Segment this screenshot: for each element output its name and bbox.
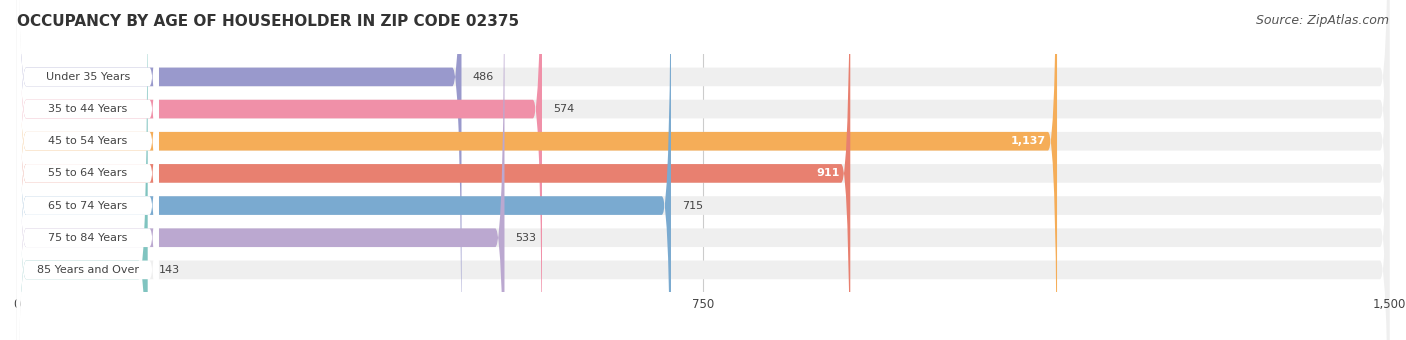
- Text: 574: 574: [553, 104, 574, 114]
- Text: 75 to 84 Years: 75 to 84 Years: [48, 233, 128, 243]
- FancyBboxPatch shape: [17, 0, 159, 340]
- FancyBboxPatch shape: [17, 0, 159, 340]
- FancyBboxPatch shape: [17, 0, 1389, 340]
- FancyBboxPatch shape: [17, 0, 461, 340]
- Text: 35 to 44 Years: 35 to 44 Years: [48, 104, 128, 114]
- Text: 911: 911: [815, 168, 839, 179]
- Text: Source: ZipAtlas.com: Source: ZipAtlas.com: [1256, 14, 1389, 27]
- FancyBboxPatch shape: [17, 0, 1389, 340]
- FancyBboxPatch shape: [17, 0, 159, 340]
- Text: 143: 143: [159, 265, 180, 275]
- Text: OCCUPANCY BY AGE OF HOUSEHOLDER IN ZIP CODE 02375: OCCUPANCY BY AGE OF HOUSEHOLDER IN ZIP C…: [17, 14, 519, 29]
- FancyBboxPatch shape: [17, 0, 159, 340]
- FancyBboxPatch shape: [17, 0, 1389, 340]
- FancyBboxPatch shape: [17, 0, 1389, 340]
- Text: 533: 533: [516, 233, 537, 243]
- FancyBboxPatch shape: [17, 0, 159, 340]
- FancyBboxPatch shape: [17, 0, 505, 340]
- FancyBboxPatch shape: [17, 0, 1057, 340]
- FancyBboxPatch shape: [17, 0, 671, 340]
- Text: Under 35 Years: Under 35 Years: [45, 72, 129, 82]
- Text: 85 Years and Over: 85 Years and Over: [37, 265, 139, 275]
- FancyBboxPatch shape: [17, 0, 148, 340]
- Text: 65 to 74 Years: 65 to 74 Years: [48, 201, 128, 210]
- FancyBboxPatch shape: [17, 0, 159, 340]
- FancyBboxPatch shape: [17, 0, 851, 340]
- FancyBboxPatch shape: [17, 0, 1389, 340]
- FancyBboxPatch shape: [17, 0, 541, 340]
- FancyBboxPatch shape: [17, 0, 159, 340]
- Text: 486: 486: [472, 72, 494, 82]
- FancyBboxPatch shape: [17, 0, 1389, 340]
- Text: 715: 715: [682, 201, 703, 210]
- Text: 45 to 54 Years: 45 to 54 Years: [48, 136, 128, 146]
- Text: 55 to 64 Years: 55 to 64 Years: [48, 168, 128, 179]
- FancyBboxPatch shape: [17, 0, 1389, 340]
- Text: 1,137: 1,137: [1011, 136, 1046, 146]
